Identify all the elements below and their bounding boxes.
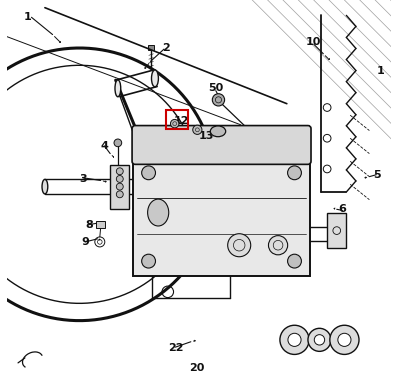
Circle shape <box>314 334 325 345</box>
Text: 6: 6 <box>339 204 347 214</box>
Circle shape <box>268 236 288 255</box>
FancyBboxPatch shape <box>132 126 311 164</box>
Text: 20: 20 <box>189 363 204 373</box>
Text: 50: 50 <box>208 83 224 93</box>
Circle shape <box>288 333 301 346</box>
Circle shape <box>142 166 156 180</box>
Ellipse shape <box>152 70 158 87</box>
Text: 8: 8 <box>85 220 93 230</box>
Text: 22: 22 <box>168 343 183 353</box>
Circle shape <box>170 119 179 128</box>
Circle shape <box>116 183 123 190</box>
Text: 1: 1 <box>377 66 385 76</box>
Circle shape <box>116 168 123 175</box>
Ellipse shape <box>115 80 121 97</box>
Ellipse shape <box>210 126 225 137</box>
Bar <box>327 214 346 248</box>
Ellipse shape <box>328 223 333 245</box>
Text: 5: 5 <box>373 170 381 180</box>
Circle shape <box>193 125 202 134</box>
Circle shape <box>308 328 331 351</box>
Text: 2: 2 <box>162 43 170 53</box>
Circle shape <box>338 333 351 346</box>
Ellipse shape <box>42 179 48 194</box>
Text: 1: 1 <box>24 12 31 22</box>
Circle shape <box>228 234 251 257</box>
Bar <box>166 110 188 129</box>
Text: 4: 4 <box>100 141 108 151</box>
Circle shape <box>114 139 122 147</box>
Text: 9: 9 <box>81 237 89 247</box>
Bar <box>148 45 154 50</box>
Circle shape <box>116 191 123 198</box>
Circle shape <box>287 254 301 268</box>
Text: 12: 12 <box>173 116 189 126</box>
Bar <box>133 134 310 276</box>
Circle shape <box>287 166 301 180</box>
Circle shape <box>142 254 156 268</box>
Circle shape <box>280 325 309 354</box>
Bar <box>96 221 105 228</box>
Circle shape <box>212 94 225 106</box>
Bar <box>110 165 129 209</box>
Text: 13: 13 <box>198 131 214 141</box>
Circle shape <box>116 175 123 182</box>
Ellipse shape <box>148 199 169 226</box>
Circle shape <box>330 325 359 354</box>
Text: 10: 10 <box>306 37 322 47</box>
Text: 3: 3 <box>79 174 87 184</box>
